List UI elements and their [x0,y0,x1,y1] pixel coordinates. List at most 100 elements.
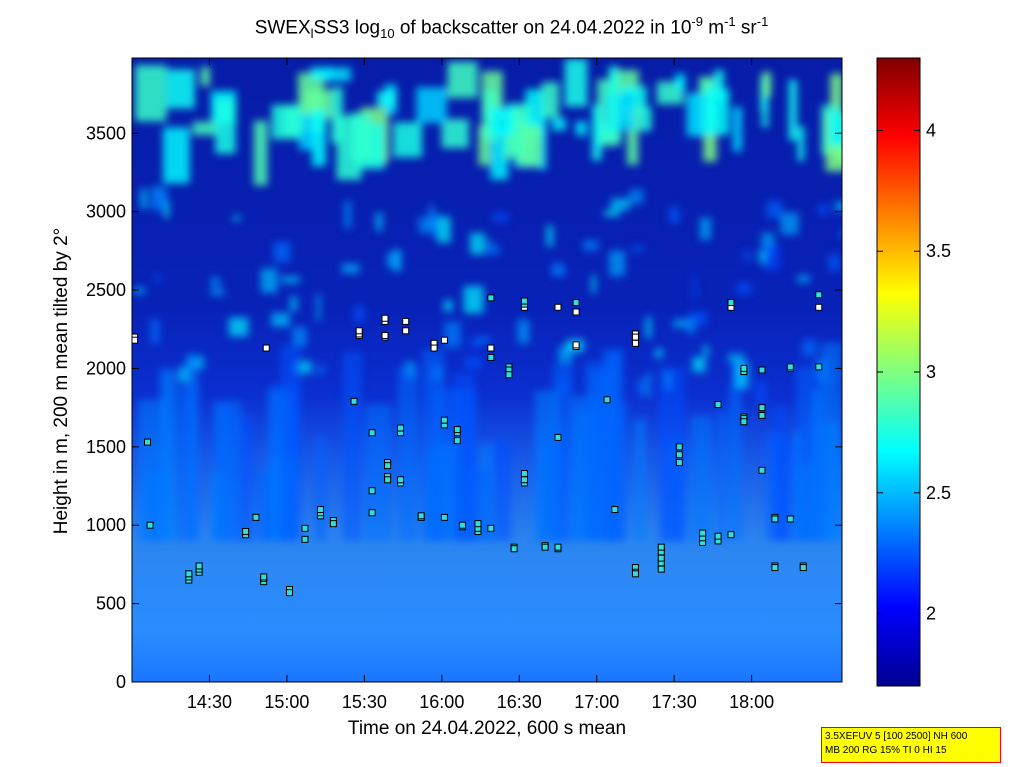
cloud-patch [727,353,745,363]
cloud-patch [691,415,713,541]
cloud-patch [316,293,321,321]
cloud-base-marker [572,341,580,349]
cloud-patch [416,87,447,123]
cloud-patch [692,357,706,373]
cloud-patch [312,109,326,167]
cloud-base-marker [758,366,766,374]
cloud-base-marker [402,327,410,335]
cloud-base-marker [541,543,549,551]
cloud-patch [393,122,423,158]
cloud-patch [376,91,396,107]
cloud-base-marker [758,411,766,419]
cloud-patch [541,82,559,119]
cloud-patch [233,215,241,222]
colorbar-tick-label: 4 [926,120,936,140]
cloud-base-marker [771,515,779,523]
cloud-patch [673,319,689,328]
cloud-base-marker [758,404,766,412]
cloud-base-marker [440,513,448,521]
cloud-patch [164,370,177,541]
cloud-patch [280,344,302,541]
colorbar-axis: 2 2.5 3 3.5 4 [877,120,951,624]
cloud-patch [298,114,316,150]
cloud-patch [608,66,619,133]
cloud-base-marker [417,512,425,520]
cloud-patch [353,306,365,322]
cloud-patch [489,439,512,541]
cloud-base-marker [397,476,405,484]
x-tick-label: 15:30 [342,692,387,712]
cloud-base-marker [714,400,722,408]
cloud-base-marker [350,397,358,405]
info-box-line-2: MB 200 RG 15% TI 0 HI 15 [825,745,947,756]
cloud-patch [627,107,639,165]
cloud-patch [604,210,621,217]
cloud-patch [609,250,626,277]
cloud-patch [210,288,225,296]
x-tick-label: 16:30 [497,692,542,712]
cloud-patch [564,58,588,107]
cloud-patch [464,356,482,369]
cloud-base-marker [384,462,392,470]
cloud-base-marker [799,564,807,572]
cloud-patch [717,412,726,541]
x-tick-label: 15:00 [264,692,309,712]
cloud-patch [341,263,360,274]
cloud-base-marker [631,339,639,347]
cloud-base-marker [786,515,794,523]
cloud-base-marker [440,336,448,344]
cloud-patch [444,321,461,348]
cloud-base-marker [440,416,448,424]
cloud-patch [692,275,697,300]
cloud-base-marker [368,429,376,437]
cloud-patch [473,337,491,344]
cloud-patch [133,287,146,295]
cloud-patch [166,69,195,109]
cloud-base-marker [487,353,495,361]
cloud-patch [317,365,325,374]
cloud-patch [686,318,696,334]
colorbar [876,57,921,687]
cloud-patch [271,104,302,140]
cloud-patch [375,212,383,231]
cloud-patch [546,225,554,247]
cloud-patch [802,339,817,357]
cloud-patch [761,72,772,97]
cloud-patch [443,300,453,312]
cloud-patch [213,401,242,541]
y-tick-label: 1500 [86,437,126,457]
cloud-patch [343,351,362,541]
cloud-base-marker [368,487,376,495]
cloud-base-marker [316,506,324,514]
cloud-base-marker [714,532,722,540]
cloud-base-marker [675,459,683,467]
cloud-patch [260,268,278,293]
cloud-patch [271,312,290,327]
cloud-base-marker [195,562,203,570]
cloud-patch [486,238,491,252]
cloud-patch [584,362,614,541]
cloud-patch [669,206,680,224]
cloud-patch [728,387,742,541]
info-box: 3.5XEFUV 5 [100 2500] NH 600 MB 200 RG 1… [821,727,1001,763]
cloud-patch [840,228,842,239]
cloud-base-marker [397,424,405,432]
cloud-patch [429,205,435,229]
y-tick-label: 3500 [86,123,126,143]
cloud-base-marker [675,451,683,459]
cloud-patch [156,197,162,210]
cloud-patch [634,419,646,541]
cloud-patch [796,274,811,284]
cloud-patch [629,189,644,205]
cloud-patch [733,107,742,152]
cloud-base-marker [631,333,639,341]
cloud-patch [551,118,566,131]
cloud-patch [463,286,484,314]
cloud-base-marker [285,589,293,597]
cloud-patch [138,399,167,541]
cloud-patch [835,201,842,212]
cloud-patch [210,277,221,287]
cloud-base-marker [368,509,376,517]
cloud-patch [828,254,840,272]
cloud-base-markers [132,291,823,597]
